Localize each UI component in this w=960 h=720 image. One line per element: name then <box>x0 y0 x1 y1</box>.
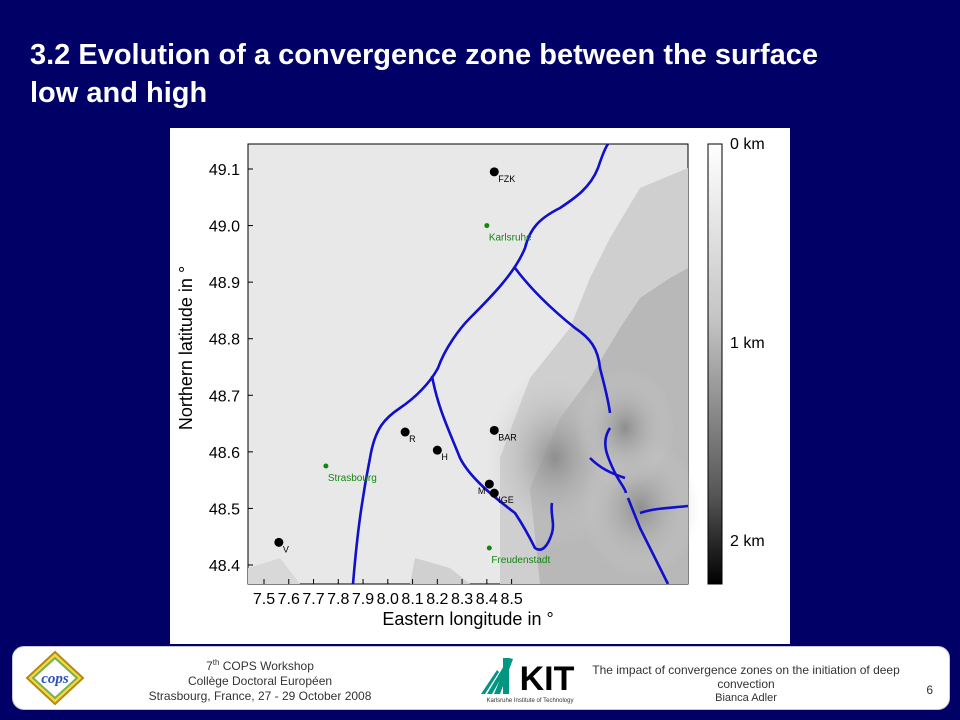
kit-logo-text: KIT <box>520 660 575 698</box>
y-tick-label: 48.9 <box>209 275 240 292</box>
y-tick-label: 48.8 <box>209 332 240 349</box>
cops-logo-text: cops <box>41 671 69 687</box>
author-name: Bianca Adler <box>715 692 777 704</box>
footer: cops 7th COPS Workshop Collège Doctoral … <box>12 646 950 710</box>
station-marker <box>489 425 499 435</box>
y-tick-label: 49.0 <box>209 219 240 236</box>
slide-title: 3.2 Evolution of a convergence zone betw… <box>30 36 930 112</box>
cities: Karlsruhe Strasbourg Freudenstadt <box>323 223 550 566</box>
map-figure: 0 km 1 km 2 km Eastern longitude in ° No… <box>170 128 790 644</box>
y-axis-label: Northern latitude in ° <box>176 266 196 430</box>
city-marker <box>486 545 492 551</box>
workshop-location: Strasbourg, France, 27 - 29 October 2008 <box>148 689 372 703</box>
station-label: M <box>478 486 486 496</box>
rivers <box>351 143 689 585</box>
y-tick-label: 48.7 <box>209 388 240 405</box>
x-tick-label: 8.3 <box>451 591 473 608</box>
station-marker <box>484 479 494 489</box>
city-label: Freudenstadt <box>491 555 550 566</box>
x-tick-label: 7.5 <box>253 591 275 608</box>
city-marker <box>323 463 329 469</box>
station-marker <box>274 537 284 547</box>
x-tick-label: 7.9 <box>352 591 374 608</box>
talk-title: The impact of convergence zones on the i… <box>592 663 900 691</box>
y-ticks: 49.1 49.0 48.9 48.8 48.7 48.6 48.5 48.4 <box>209 162 253 575</box>
x-tick-label: 8.2 <box>426 591 448 608</box>
workshop-info: 7th COPS Workshop Collège Doctoral Europ… <box>95 655 425 704</box>
slide-title-line1: 3.2 Evolution of a convergence zone betw… <box>30 39 819 71</box>
city-label: Karlsruhe <box>489 233 532 244</box>
station-label: BAR <box>498 432 517 442</box>
station-marker <box>432 445 442 455</box>
talk-info: The impact of convergence zones on the i… <box>581 663 911 705</box>
y-tick-label: 48.4 <box>209 558 240 575</box>
colorbar-label-1: 1 km <box>730 335 765 352</box>
station-marker <box>489 167 499 177</box>
station-label: V <box>283 544 289 554</box>
slide-number: 6 <box>926 683 933 697</box>
slide-title-line2: low and high <box>30 77 208 109</box>
workshop-name: 7th COPS Workshop <box>206 658 314 673</box>
station-label: R <box>409 434 416 444</box>
cops-logo: cops <box>25 650 85 706</box>
map-svg: 0 km 1 km 2 km Eastern longitude in ° No… <box>176 136 765 629</box>
y-tick-label: 48.5 <box>209 501 240 518</box>
city-marker <box>484 223 490 229</box>
colorbar <box>707 143 723 585</box>
station-label: IGE <box>498 495 514 505</box>
kit-logo-subtitle: Karlsruhe Institute of Technology <box>487 698 574 704</box>
city-label: Strasbourg <box>328 473 377 484</box>
station-marker <box>400 427 410 437</box>
x-axis-label: Eastern longitude in ° <box>382 609 553 629</box>
x-tick-label: 7.6 <box>278 591 300 608</box>
station-label: H <box>441 452 448 462</box>
terrain-shading <box>248 168 700 584</box>
kit-logo: KIT Karlsruhe Institute of Technology <box>481 658 575 704</box>
x-tick-label: 7.8 <box>327 591 349 608</box>
college-name: Collège Doctoral Européen <box>187 674 333 688</box>
x-ticks: 7.5 7.6 7.7 7.8 7.9 8.0 8.1 8.2 8.3 8.4 8.5 <box>253 579 523 608</box>
colorbar-label-0: 0 km <box>730 136 765 153</box>
y-tick-label: 48.6 <box>209 445 240 462</box>
station-marker <box>489 488 499 498</box>
x-tick-label: 7.7 <box>302 591 324 608</box>
station-label: FZK <box>498 174 515 184</box>
colorbar-label-2: 2 km <box>730 533 765 550</box>
stations: FZK R H BAR M IGE V <box>274 167 517 554</box>
x-tick-label: 8.5 <box>500 591 522 608</box>
x-tick-label: 8.0 <box>377 591 399 608</box>
x-tick-label: 8.4 <box>476 591 498 608</box>
x-tick-label: 8.1 <box>401 591 423 608</box>
y-tick-label: 49.1 <box>209 162 240 179</box>
